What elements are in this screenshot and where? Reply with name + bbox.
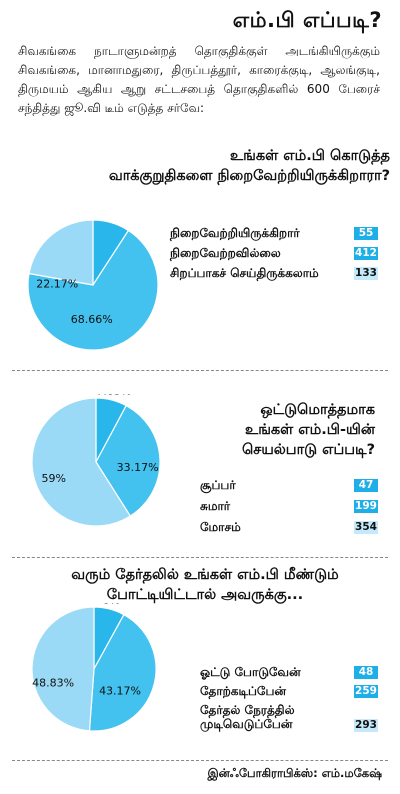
pie-chart: 7.83% 33.17% 59% [31,394,161,527]
slice-percent-label: 59% [42,472,66,485]
question-line: வரும் தேர்தலில் உங்கள் எம்.பி மீண்டும் [71,567,339,583]
legend-item: தேர்தல் நேரத்தில் முடிவெடுப்பேன் 293 [200,703,378,733]
chart-question: உங்கள் எம்.பி கொடுத்த வாக்குறுதிகளை நிறைவ… [60,146,390,186]
page-title: எம்.பி எப்படி? [232,8,382,32]
chart-section-2: ஒட்டுமொத்தமாக உங்கள் எம்.பி-யின் செயல்பாடு… [0,372,400,560]
legend-item: தோற்கடிப்பேன் 259 [200,684,378,699]
section-divider [12,760,388,761]
legend-label-line: சிறப்பாகச் செய்திருக்கலாம் [170,266,319,280]
legend-label-line: முடிவெடுப்பேன் [200,717,293,731]
slice-percent-label: 8% [103,603,120,607]
legend-count-box: 199 [354,500,378,513]
credit-text: இன்ஃபோகிராபிக்ஸ்: எம்.மகேஷ் [207,766,383,780]
legend-count-box: 259 [354,685,378,698]
legend-label: ஓட்டு போடுவேன் [200,665,301,679]
legend-label-line: மோசம் [200,520,241,534]
intro-text: சிவகங்கை நாடாளுமன்றத் தொகுதிக்குள் அடங்க… [18,44,380,115]
legend-count-box: 48 [354,666,378,679]
pie-slice [31,606,95,732]
section-divider [12,370,388,371]
slice-percent-label: 7.83% [96,394,131,397]
legend-item: மோசம் 354 [200,520,378,535]
legend-label-line: சூப்பர் [200,478,236,492]
question-line: உங்கள் எம்.பி கொடுத்த [230,148,390,164]
legend-label-line: தேர்தல் நேரத்தில் [200,703,295,717]
pie-chart: 9.17%68.66%22.17% [27,219,159,351]
chart-section-3: வரும் தேர்தலில் உங்கள் எம்.பி மீண்டும் போ… [0,563,400,763]
legend-label-line: சுமார் [200,499,231,513]
legend-label: சூப்பர் [200,478,236,492]
legend-label: தோற்கடிப்பேன் [200,684,286,698]
legend-label: தேர்தல் நேரத்தில் முடிவெடுப்பேன் [200,703,295,731]
slice-percent-label: 68.66% [71,313,113,326]
legend-label-line: நிறைவேற்றியிருக்கிறார் [170,226,300,240]
slice-percent-label: 48.83% [32,677,74,690]
pie-slice [31,397,132,527]
legend-item: சுமார் 199 [200,499,378,514]
legend-count-box: 412 [354,247,378,260]
question-line: ஒட்டுமொத்தமாக [260,402,375,418]
legend-label: சிறப்பாகச் செய்திருக்கலாம் [170,266,319,280]
slice-percent-label: 43.17% [99,685,141,698]
legend-count-box: 293 [354,719,378,732]
question-line: போட்டியிட்டால் அவருக்கு... [106,587,304,603]
pie-slice [28,219,94,286]
legend-label-line: தோற்கடிப்பேன் [200,684,287,698]
legend-item: சூப்பர் 47 [200,478,378,493]
chart-question: ஒட்டுமொத்தமாக உங்கள் எம்.பி-யின் செயல்பாடு… [200,400,375,460]
legend-item: சிறப்பாகச் செய்திருக்கலாம் 133 [170,266,378,281]
legend-count-box: 47 [354,479,378,492]
legend-label-line: ஓட்டு போடுவேன் [200,665,301,679]
question-line: உங்கள் எம்.பி-யின் [245,422,375,438]
slice-percent-label: 22.17% [36,278,78,291]
legend-label-line: நிறைவேற்றவில்லை [170,246,281,260]
chart-section-1: உங்கள் எம்.பி கொடுத்த வாக்குறுதிகளை நிறைவ… [0,146,400,371]
legend-label: நிறைவேற்றியிருக்கிறார் [170,226,300,240]
legend-count-box: 354 [354,521,378,534]
legend-count-box: 55 [354,227,378,240]
pie-slice [95,404,161,517]
slice-percent-label: 33.17% [117,461,159,474]
legend-item: நிறைவேற்றியிருக்கிறார் 55 [170,226,378,241]
legend-label: சுமார் [200,499,230,513]
question-line: செயல்பாடு எப்படி? [242,442,375,458]
question-line: வாக்குறுதிகளை நிறைவேற்றியிருக்கிறாரா? [108,168,390,184]
chart-question: வரும் தேர்தலில் உங்கள் எம்.பி மீண்டும் போ… [30,565,380,605]
legend-count-box: 133 [354,267,378,280]
pie-chart: 8% 43.17% 48.83% [31,603,157,732]
legend-label: நிறைவேற்றவில்லை [170,246,281,260]
section-divider [12,557,388,558]
legend-label: மோசம் [200,520,241,534]
legend-item: ஓட்டு போடுவேன் 48 [200,665,378,680]
legend-item: நிறைவேற்றவில்லை 412 [170,246,378,261]
pie-slice [88,613,157,732]
pie-slice [27,229,159,351]
